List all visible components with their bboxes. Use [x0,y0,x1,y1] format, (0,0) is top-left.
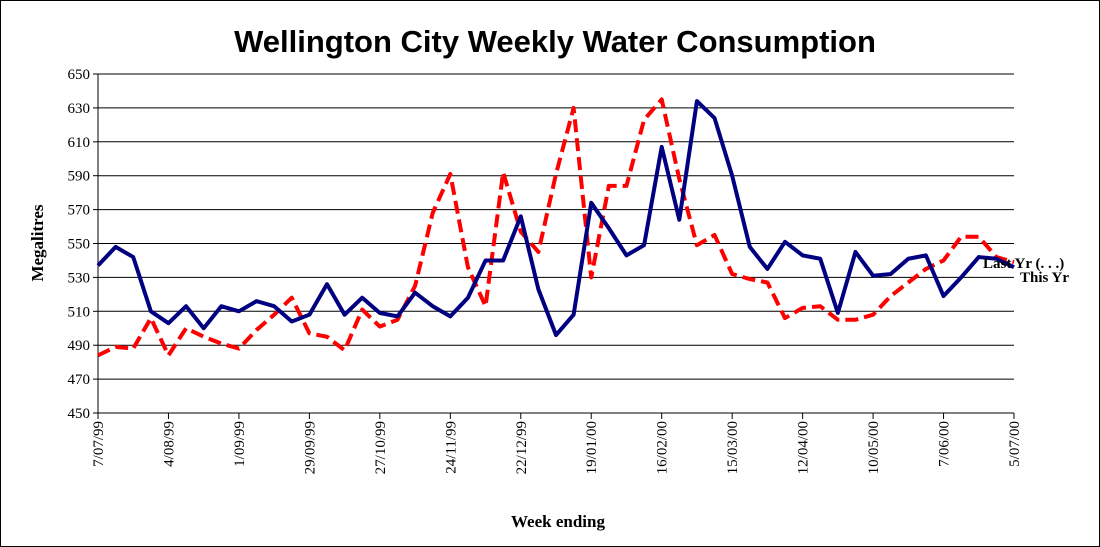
x-tick-label: 10/05/00 [866,421,882,474]
y-tick-label: 570 [68,203,91,219]
legend-label: Last Yr (. . .) [983,256,1064,272]
y-tick-label: 470 [68,372,91,388]
y-tick-label: 550 [68,237,91,253]
y-tick-label: 610 [68,135,91,151]
x-tick-label: 4/08/99 [161,421,177,467]
y-tick-label: 510 [68,304,91,320]
x-tick-label: 5/07/00 [1007,421,1023,467]
x-axis-title: Week ending [511,512,605,531]
y-tick-label: 450 [68,406,91,422]
y-axis-title: Megalitres [28,204,47,281]
x-tick-label: 22/12/99 [514,421,530,474]
x-tick-label: 7/06/00 [937,421,953,467]
x-tick-label: 19/01/00 [584,421,600,474]
y-tick-label: 590 [68,169,91,185]
x-tick-label: 1/09/99 [232,421,248,467]
x-tick-label: 12/04/00 [796,421,812,474]
x-tick-label: 27/10/99 [373,421,389,474]
legend-label: This Yr [1020,270,1069,286]
y-tick-label: 490 [68,338,91,354]
x-tick-label: 24/11/99 [443,421,459,474]
x-tick-label: 16/02/00 [655,421,671,474]
line-series [96,99,1015,338]
x-tick-label: 15/03/00 [725,421,741,474]
y-tick-label: 650 [68,67,91,83]
y-tick-label: 630 [68,101,91,117]
line-series [97,97,1015,358]
x-tick-label: 29/09/99 [302,421,318,474]
y-tick-label: 530 [68,270,91,286]
x-tick-label: 7/07/99 [91,421,107,467]
chart-title: Wellington City Weekly Water Consumption [234,24,876,59]
